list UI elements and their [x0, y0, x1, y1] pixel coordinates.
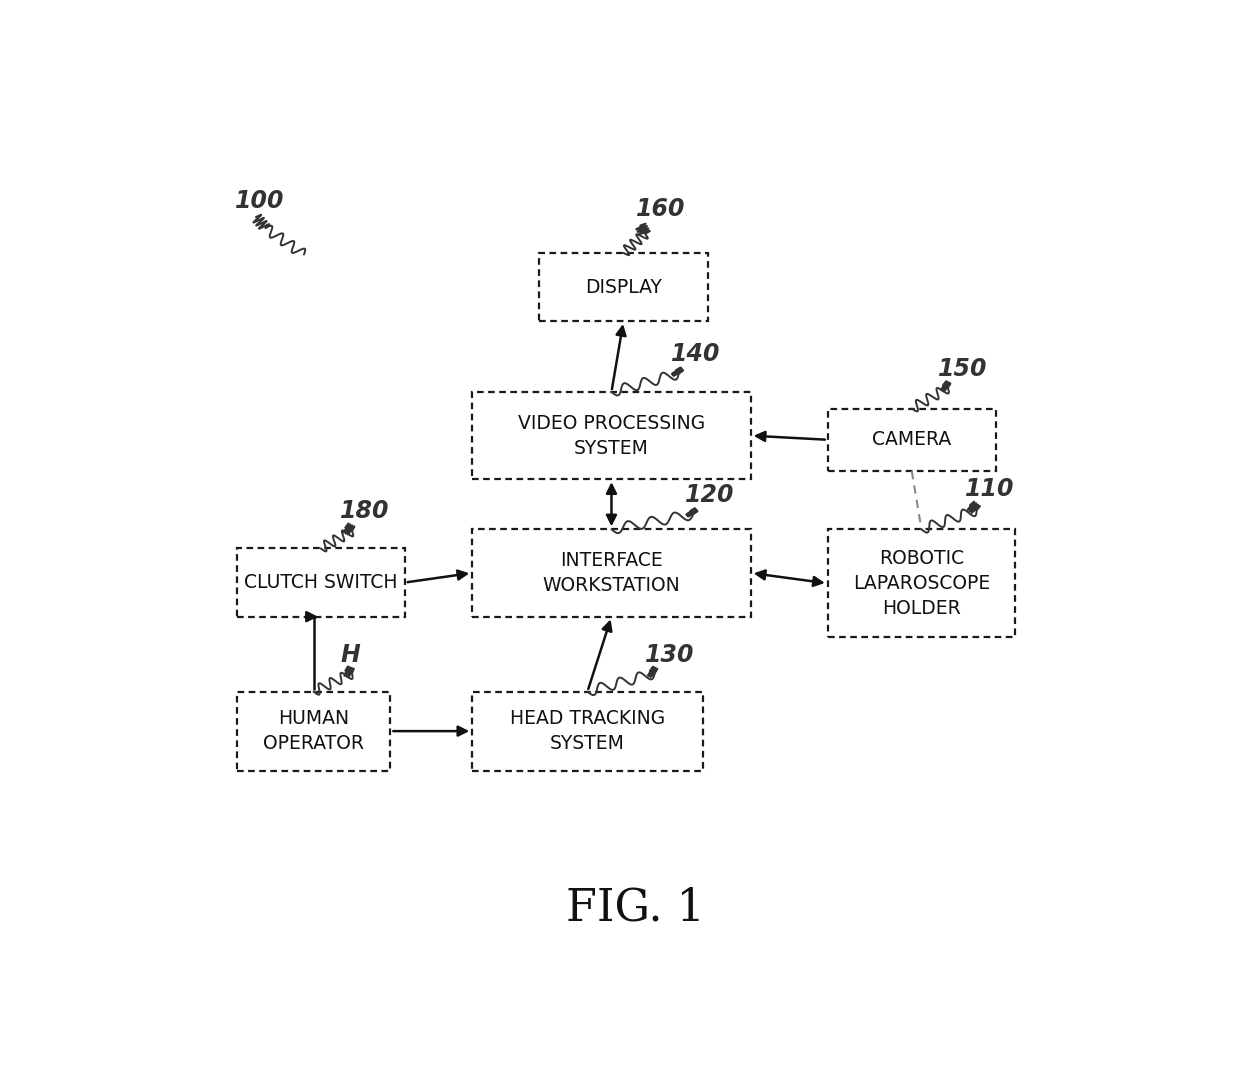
Text: 180: 180: [341, 499, 389, 523]
Text: 140: 140: [671, 342, 720, 366]
Bar: [237, 548, 404, 616]
Text: 160: 160: [635, 197, 684, 222]
Text: CLUTCH SWITCH: CLUTCH SWITCH: [244, 573, 398, 592]
Text: HUMAN
OPERATOR: HUMAN OPERATOR: [263, 709, 365, 753]
Text: 130: 130: [645, 642, 694, 667]
Bar: [828, 409, 996, 471]
Text: H: H: [341, 642, 361, 667]
Text: 120: 120: [686, 483, 735, 507]
Bar: [472, 392, 750, 479]
Text: ROBOTIC
LAPAROSCOPE
HOLDER: ROBOTIC LAPAROSCOPE HOLDER: [853, 549, 990, 618]
Text: DISPLAY: DISPLAY: [585, 278, 662, 296]
Text: 150: 150: [939, 357, 988, 382]
Text: 100: 100: [234, 189, 284, 213]
Text: FIG. 1: FIG. 1: [567, 886, 704, 930]
Bar: [237, 692, 391, 771]
Bar: [472, 530, 750, 616]
Bar: [828, 530, 1016, 638]
Bar: [472, 692, 703, 771]
Text: CAMERA: CAMERA: [872, 430, 951, 450]
Bar: [539, 253, 708, 321]
Text: 110: 110: [965, 477, 1014, 501]
Text: VIDEO PROCESSING
SYSTEM: VIDEO PROCESSING SYSTEM: [518, 414, 706, 457]
Text: INTERFACE
WORKSTATION: INTERFACE WORKSTATION: [543, 551, 681, 595]
Text: HEAD TRACKING
SYSTEM: HEAD TRACKING SYSTEM: [510, 709, 665, 753]
